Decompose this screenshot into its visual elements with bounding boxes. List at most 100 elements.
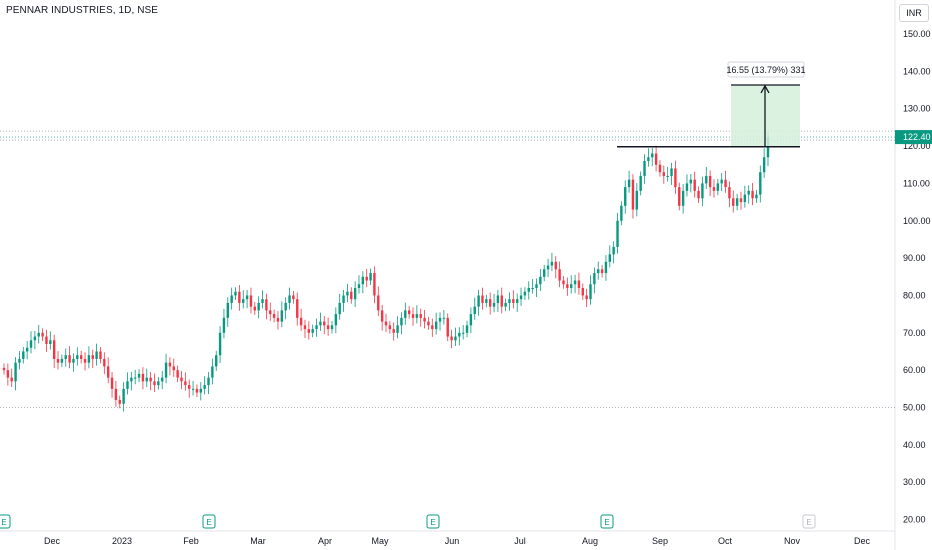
candle-body	[728, 187, 731, 199]
x-tick-label: Aug	[582, 536, 598, 546]
candle-body	[137, 373, 141, 378]
candle-body	[585, 295, 588, 300]
candle-body	[759, 172, 762, 195]
candle-body	[52, 340, 56, 359]
candle-body	[353, 287, 357, 300]
x-tick-label: Mar	[250, 536, 266, 546]
candle-body	[361, 276, 365, 285]
candle-body	[674, 168, 677, 188]
candle-body	[635, 190, 639, 210]
candle-body	[234, 291, 237, 296]
candle-body	[338, 302, 341, 315]
candle-body	[651, 153, 654, 158]
candle-body	[600, 269, 604, 274]
candle-body	[45, 336, 48, 345]
candle-body	[446, 317, 449, 337]
candle-body	[311, 329, 314, 333]
candle-body	[643, 160, 646, 176]
candle-body	[10, 377, 13, 382]
candle-body	[161, 377, 164, 382]
candle-body	[176, 370, 179, 378]
candle-body	[732, 198, 735, 206]
candle-body	[269, 310, 272, 315]
candle-body	[211, 366, 214, 378]
candle-body	[496, 295, 500, 303]
y-tick-label: 120.00	[903, 141, 931, 151]
candle-body	[678, 187, 681, 206]
candle-body	[118, 400, 121, 404]
candle-body	[18, 358, 21, 363]
candle-body	[145, 377, 148, 382]
x-tick-label: Sep	[652, 536, 668, 546]
y-tick-label: 140.00	[903, 66, 931, 76]
candle-body	[346, 291, 349, 296]
y-tick-label: 40.00	[903, 440, 926, 450]
candle-body	[624, 187, 627, 206]
candle-body	[87, 355, 91, 363]
candle-body	[303, 325, 307, 330]
candle-body	[573, 280, 577, 285]
candle-body	[153, 381, 156, 386]
y-tick-label: 20.00	[903, 515, 926, 525]
candle-body	[554, 261, 557, 270]
candle-body	[180, 377, 183, 382]
candle-body	[392, 329, 395, 333]
candle-body	[442, 317, 446, 319]
x-tick-label: Apr	[318, 536, 332, 546]
candle-body	[550, 261, 554, 266]
candle-body	[157, 381, 160, 386]
candle-body	[407, 310, 411, 315]
candle-body	[56, 358, 60, 363]
candle-body	[751, 190, 754, 199]
earnings-marker	[202, 514, 216, 529]
candle-body	[708, 175, 712, 188]
currency-button[interactable]: INR	[899, 4, 929, 22]
measure-label: 16.55 (13.79%) 331	[726, 65, 805, 75]
candle-body	[527, 287, 530, 292]
candle-body	[342, 295, 345, 303]
candle-body	[280, 310, 284, 322]
candle-body	[68, 355, 71, 363]
earnings-marker-label: E	[1, 518, 6, 527]
candle-body	[168, 362, 172, 367]
candle-body	[14, 362, 17, 382]
candle-body	[95, 351, 98, 359]
candle-body	[512, 299, 515, 303]
candle-body	[697, 190, 700, 199]
candle-body	[716, 183, 720, 191]
candle-body	[485, 299, 488, 303]
x-tick-label: Jul	[514, 536, 526, 546]
x-tick-label: 2023	[112, 536, 132, 546]
candle-body	[83, 358, 87, 363]
measure-arrow-head	[760, 84, 770, 94]
candle-body	[531, 287, 534, 289]
earnings-marker	[802, 514, 816, 529]
candle-body	[276, 317, 280, 322]
candle-body	[608, 254, 611, 262]
y-tick-label: 150.00	[903, 29, 931, 39]
candle-body	[415, 314, 419, 318]
candle-body	[238, 291, 241, 303]
candle-body	[627, 179, 631, 188]
candle-body	[589, 284, 592, 300]
candle-body	[350, 291, 353, 300]
candle-body	[434, 321, 438, 330]
candle-body	[253, 306, 257, 311]
candle-body	[689, 179, 693, 184]
candle-body	[369, 273, 372, 281]
candle-body	[203, 385, 206, 389]
earnings-marker-label: E	[430, 518, 435, 527]
x-tick-label: Oct	[718, 536, 733, 546]
candle-body	[739, 198, 743, 203]
candle-body	[288, 295, 291, 303]
candle-body	[191, 388, 195, 390]
candle-body	[762, 157, 766, 173]
candle-body	[126, 381, 129, 389]
candle-body	[701, 183, 704, 199]
y-tick-label: 50.00	[903, 403, 926, 413]
candle-body	[612, 246, 615, 255]
candle-body	[373, 273, 376, 296]
candle-body	[384, 321, 388, 326]
candle-body	[265, 299, 268, 311]
